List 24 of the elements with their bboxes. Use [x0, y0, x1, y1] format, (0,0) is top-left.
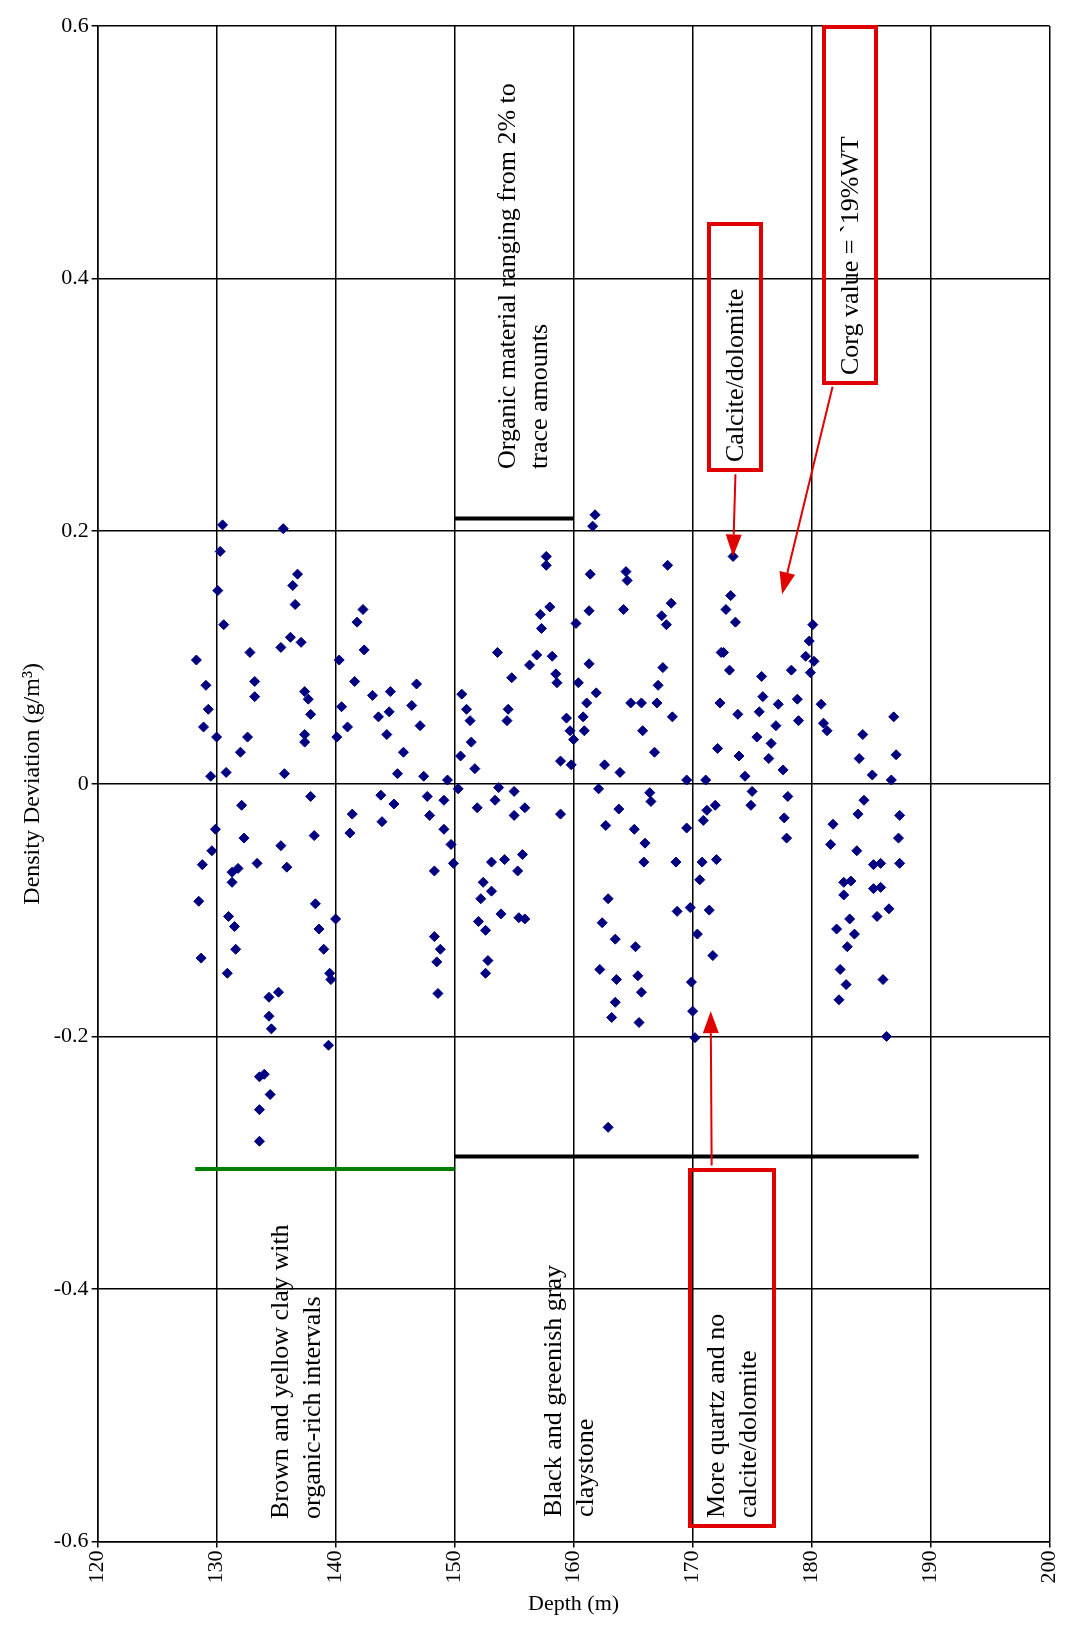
x-axis-title: Depth (m): [528, 1589, 620, 1615]
annotation: Brown and yellow clay with organic-rich intervals: [263, 1223, 327, 1519]
annotation: Organic material ranging from 2% to trace amounts: [491, 82, 555, 469]
y-tick-label: -0.6: [53, 1527, 89, 1553]
x-tick-label: 160: [559, 1550, 585, 1584]
x-tick-label: 140: [321, 1550, 347, 1584]
annotation: Black and greenish gray claystone: [536, 1263, 600, 1517]
y-tick-label: -0.2: [53, 1022, 89, 1048]
x-tick-label: 150: [440, 1550, 466, 1584]
y-tick-label: 0.4: [61, 264, 89, 290]
y-tick-label: -0.4: [53, 1274, 89, 1300]
x-tick-label: 180: [797, 1550, 823, 1584]
annotation: Corg value = `19%WT: [821, 24, 878, 385]
x-tick-label: 190: [916, 1550, 942, 1584]
y-tick-label: 0.2: [61, 516, 89, 542]
y-tick-label: 0: [77, 769, 89, 795]
y-axis-title: Density Deviation (g/m³): [17, 662, 44, 905]
annotation: More quartz and no calcite/dolomite: [687, 1167, 776, 1528]
y-tick-label: 0.6: [61, 11, 89, 37]
x-tick-label: 200: [1035, 1550, 1061, 1584]
x-tick-label: 170: [678, 1550, 704, 1584]
annotation: Calcite/dolomite: [707, 222, 764, 473]
x-tick-label: 120: [83, 1550, 109, 1584]
x-tick-label: 130: [202, 1550, 228, 1584]
